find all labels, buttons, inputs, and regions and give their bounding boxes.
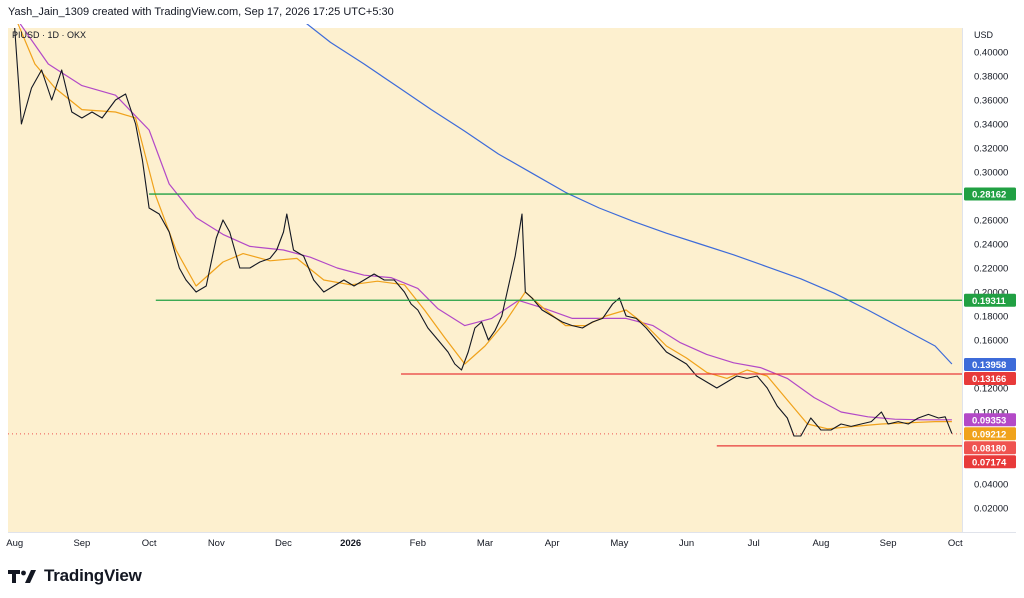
y-tick-label: 0.38000: [974, 72, 1008, 83]
y-tick-label: 0.10000: [974, 408, 1008, 419]
y-tick-label: 0.18000: [974, 312, 1008, 323]
price-badge-label: 0.13166: [972, 374, 1006, 385]
x-tick-label: Oct: [142, 538, 157, 549]
symbol-label: PIUSD · 1D · OKX: [12, 30, 86, 40]
y-tick-label: 0.36000: [974, 96, 1008, 107]
series-ema-long-line: [296, 15, 953, 365]
price-badge: [964, 187, 1016, 201]
plot-background: [8, 28, 962, 532]
x-tick-label: Jul: [748, 538, 760, 549]
chart-canvas[interactable]: PIUSD · 1D · OKX USD 0.020000.040000.060…: [0, 15, 1024, 552]
price-badge: [964, 413, 1016, 427]
x-tick-label: Dec: [275, 538, 292, 549]
x-tick-label: Feb: [410, 538, 426, 549]
x-tick-label: May: [610, 538, 628, 549]
footer-brand: TradingView: [8, 566, 142, 586]
series-ema-mid-line: [14, 15, 952, 421]
y-tick-label: 0.34000: [974, 120, 1008, 131]
series-ema-short-line: [14, 15, 952, 430]
x-tick-label: Aug: [6, 538, 23, 549]
x-tick-label: Mar: [477, 538, 493, 549]
y-tick-label: 0.12000: [974, 384, 1008, 395]
y-tick-label: 0.24000: [974, 240, 1008, 251]
footer-brand-name: TradingView: [44, 566, 142, 585]
y-tick-label: 0.20000: [974, 288, 1008, 299]
y-tick-label: 0.04000: [974, 480, 1008, 491]
horizontal-levels-layer: [8, 193, 962, 447]
chart-attribution: Yash_Jain_1309 created with TradingView.…: [8, 6, 394, 18]
currency-label[interactable]: USD: [974, 30, 994, 40]
x-tick-label: Sep: [880, 538, 897, 549]
price-badge: [964, 293, 1016, 307]
price-badges: 0.28162 0.19311 0.13958 0.13166 0.09353 0.092…: [964, 187, 1016, 469]
price-badge: [964, 358, 1016, 372]
x-axis-ticks: Aug Sep Oct Nov Dec 2026 Feb Mar Apr May Jun Jul Aug…: [6, 538, 963, 549]
y-tick-label: 0.40000: [974, 48, 1008, 59]
price-badge-label: 0.07174: [972, 457, 1007, 468]
tradingview-logo-icon: [8, 570, 36, 583]
x-tick-label: Aug: [812, 538, 829, 549]
x-tick-label: 2026: [340, 538, 361, 549]
x-tick-label: Nov: [208, 538, 225, 549]
price-badge-label: 0.19311: [972, 296, 1007, 307]
x-tick-label: Apr: [545, 538, 560, 549]
price-badge-label: 0.28162: [972, 190, 1006, 201]
x-tick-label: Sep: [73, 538, 90, 549]
price-badge-label: 0.08180: [972, 443, 1006, 454]
price-badge-label: 0.09212: [972, 429, 1006, 440]
y-tick-label: 0.32000: [974, 144, 1008, 155]
y-tick-label: 0.16000: [974, 336, 1008, 347]
price-badge-label: 0.09353: [972, 415, 1006, 426]
price-badge: [964, 455, 1016, 469]
price-badge: [964, 372, 1016, 386]
x-tick-label: Oct: [948, 538, 963, 549]
y-tick-label: 0.22000: [974, 264, 1008, 275]
price-badge: [964, 427, 1016, 441]
price-badge-label: 0.13958: [972, 360, 1006, 371]
series-close-line: [14, 27, 953, 437]
x-tick-label: Jun: [679, 538, 694, 549]
y-tick-label: 0.26000: [974, 216, 1008, 227]
y-tick-label: 0.30000: [974, 168, 1008, 179]
price-badge: [964, 441, 1016, 455]
price-chart[interactable]: PIUSD · 1D · OKX USD 0.020000.040000.060…: [0, 15, 1024, 552]
series-layer: [14, 15, 953, 437]
y-tick-label: 0.02000: [974, 504, 1008, 515]
